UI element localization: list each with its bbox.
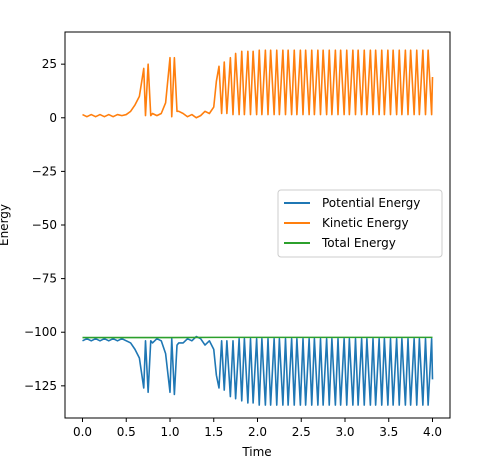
- y-tick-label: 0: [49, 111, 57, 125]
- y-tick-label: −25: [32, 164, 57, 178]
- legend: Potential Energy Kinetic Energy Total En…: [277, 189, 443, 258]
- x-tick-label: 3.0: [335, 425, 354, 439]
- x-axis-title: Time: [241, 445, 271, 459]
- y-tick-label: 25: [42, 57, 57, 71]
- x-tick-label: 2.0: [248, 425, 267, 439]
- y-tick-label: −100: [24, 325, 57, 339]
- x-tick-label: 0.0: [73, 425, 92, 439]
- series-line-kinetic-energy: [82, 49, 434, 119]
- legend-label-potential-energy: Potential Energy: [322, 196, 420, 210]
- x-tick-label: 0.5: [117, 425, 136, 439]
- x-tick-label: 1.0: [160, 425, 179, 439]
- y-axis-title: Energy: [0, 204, 11, 246]
- x-tick-label: 4.0: [423, 425, 442, 439]
- legend-label-kinetic-energy: Kinetic Energy: [322, 216, 409, 230]
- x-tick-label: 2.5: [292, 425, 311, 439]
- y-axis: 25 0 −25 −50 −75 −100 −125: [24, 57, 65, 393]
- series-layer: [82, 49, 434, 406]
- y-tick-label: −50: [32, 218, 57, 232]
- series-line-potential-energy: [82, 335, 434, 406]
- y-tick-label: −125: [24, 379, 57, 393]
- x-axis: 0.0 0.5 1.0 1.5 2.0 2.5 3.0 3.5 4.0: [73, 418, 442, 439]
- legend-frame: [277, 189, 443, 258]
- x-tick-label: 1.5: [204, 425, 223, 439]
- y-tick-label: −75: [32, 272, 57, 286]
- legend-label-total-energy: Total Energy: [321, 236, 396, 250]
- x-tick-label: 3.5: [379, 425, 398, 439]
